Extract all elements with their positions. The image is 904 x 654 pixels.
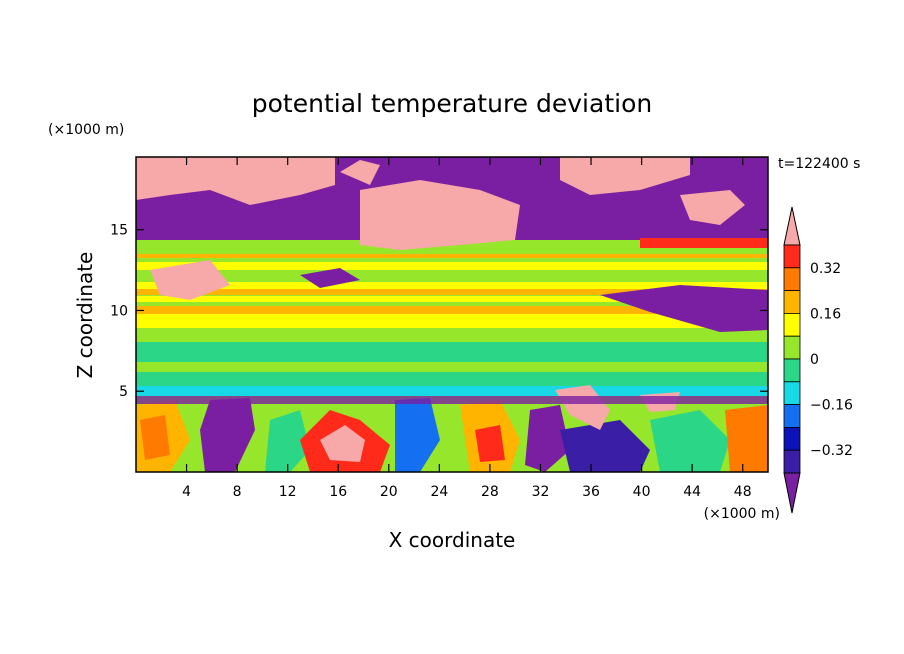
cyan-band xyxy=(136,386,768,396)
y-tick-label: 15 xyxy=(110,223,128,239)
colorbar-label: 0.16 xyxy=(810,306,841,322)
lower-eddy xyxy=(140,415,170,460)
x-tick-label: 20 xyxy=(380,484,398,500)
colorbar-swatch xyxy=(783,312,801,337)
x-unit-label: (×1000 m) xyxy=(704,506,780,522)
lower-eddy xyxy=(265,410,310,472)
chart-title: potential temperature deviation xyxy=(252,89,652,118)
colorbar-swatch xyxy=(783,244,801,269)
colorbar-swatch xyxy=(783,267,801,291)
lower-eddy xyxy=(650,410,730,472)
colorbar-swatch xyxy=(783,449,801,474)
lower-eddy xyxy=(200,398,255,472)
y-tick-label: 5 xyxy=(119,384,128,400)
x-tick-label: 32 xyxy=(532,484,550,500)
purple-patch xyxy=(300,268,360,288)
upper-pink-patch xyxy=(560,157,690,195)
upper-pink-patch xyxy=(680,190,745,225)
x-tick-label: 36 xyxy=(582,484,600,500)
y-unit-label: (×1000 m) xyxy=(48,122,124,138)
band-orange xyxy=(136,306,768,314)
x-tick-label: 40 xyxy=(633,484,651,500)
colorbar-swatch xyxy=(783,381,801,405)
lower-eddy xyxy=(475,425,505,462)
lower-eddy xyxy=(395,398,440,472)
colorbar-label: 0 xyxy=(810,352,819,368)
colorbar-top-extension xyxy=(783,206,801,246)
x-tick-label: 48 xyxy=(734,484,752,500)
colorbar-label: −0.16 xyxy=(810,398,853,414)
plot-field xyxy=(136,157,768,472)
time-label: t=122400 s xyxy=(778,156,860,172)
y-axis-ticks: 5 10 15 xyxy=(110,223,768,400)
colorbar-swatch xyxy=(783,404,801,428)
upper-pink-patch xyxy=(360,180,520,250)
band-orange xyxy=(136,289,768,295)
colorbar-label: 0.32 xyxy=(810,261,841,277)
lower-eddy xyxy=(320,425,365,462)
lower-eddy xyxy=(525,405,570,472)
x-tick-label: 12 xyxy=(279,484,297,500)
upper-pink-patch xyxy=(150,260,230,300)
upper-pink-patch xyxy=(136,157,335,205)
upper-band-red xyxy=(640,238,768,248)
x-tick-label: 8 xyxy=(233,484,242,500)
colorbar-swatch xyxy=(783,290,801,314)
x-axis-label: X coordinate xyxy=(389,528,516,552)
lower-eddy xyxy=(725,405,768,472)
colorbar-swatch xyxy=(783,335,801,360)
colorbar-swatch xyxy=(783,358,801,383)
band-yellow xyxy=(136,314,768,328)
x-axis-ticks: 4 8 12 16 20 24 28 32 36 40 44 48 xyxy=(182,157,752,500)
x-tick-label: 16 xyxy=(329,484,347,500)
upper-pink-patch xyxy=(340,160,380,185)
purple-patch xyxy=(600,285,768,332)
lower-purple-band xyxy=(136,396,768,404)
band-yellow xyxy=(136,296,768,302)
band-yellow xyxy=(136,282,768,289)
y-tick-label: 10 xyxy=(110,303,128,319)
colorbar: 0.32 0.16 0 −0.16 −0.32 xyxy=(783,206,853,514)
upper-band-green xyxy=(136,240,768,254)
x-tick-label: 4 xyxy=(182,484,191,500)
band-yellow xyxy=(136,262,768,270)
plot-frame xyxy=(135,156,769,473)
colorbar-swatch xyxy=(783,426,801,451)
colorbar-bottom-extension xyxy=(783,472,801,514)
x-tick-label: 44 xyxy=(683,484,701,500)
y-axis-label: Z coordinate xyxy=(73,252,97,379)
mid-layer-green-band xyxy=(136,342,768,362)
x-tick-label: 24 xyxy=(430,484,448,500)
x-tick-label: 28 xyxy=(481,484,499,500)
colorbar-label: −0.32 xyxy=(810,443,853,459)
lower-eddy xyxy=(560,420,650,472)
